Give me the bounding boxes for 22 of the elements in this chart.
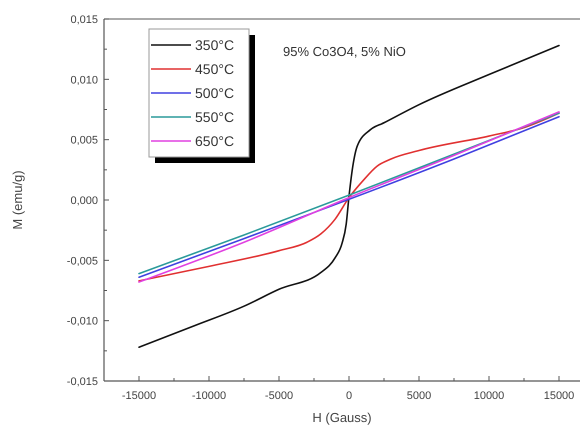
legend-label: 550°C (195, 109, 234, 125)
x-tick-label: -15000 (122, 390, 156, 402)
y-axis-title: M (emu/g) (10, 170, 25, 230)
annotation: 95% Co3O4, 5% NiO (283, 44, 406, 59)
y-tick-label: 0,005 (70, 134, 98, 147)
y-tick-label: -0,005 (66, 255, 98, 268)
x-tick-label: 0 (346, 390, 352, 402)
legend-label: 500°C (195, 85, 234, 101)
y-tick-label: 0,010 (70, 74, 98, 86)
legend-label: 450°C (195, 61, 234, 77)
y-tick-label: 0,015 (70, 14, 98, 26)
x-tick-label: -10000 (192, 390, 226, 402)
x-tick-label: -5000 (264, 390, 294, 402)
y-tick-label: 0,000 (70, 195, 98, 207)
y-tick-label: -0,010 (66, 316, 98, 328)
x-tick-label: 15000 (544, 390, 574, 402)
x-tick-label: 10000 (474, 390, 504, 402)
legend-label: 350°C (195, 37, 234, 53)
x-axis-title: H (Gauss) (312, 410, 372, 425)
y-tick-label: -0,015 (66, 376, 98, 388)
x-tick-label: 5000 (406, 390, 432, 402)
legend-label: 650°C (195, 133, 234, 149)
